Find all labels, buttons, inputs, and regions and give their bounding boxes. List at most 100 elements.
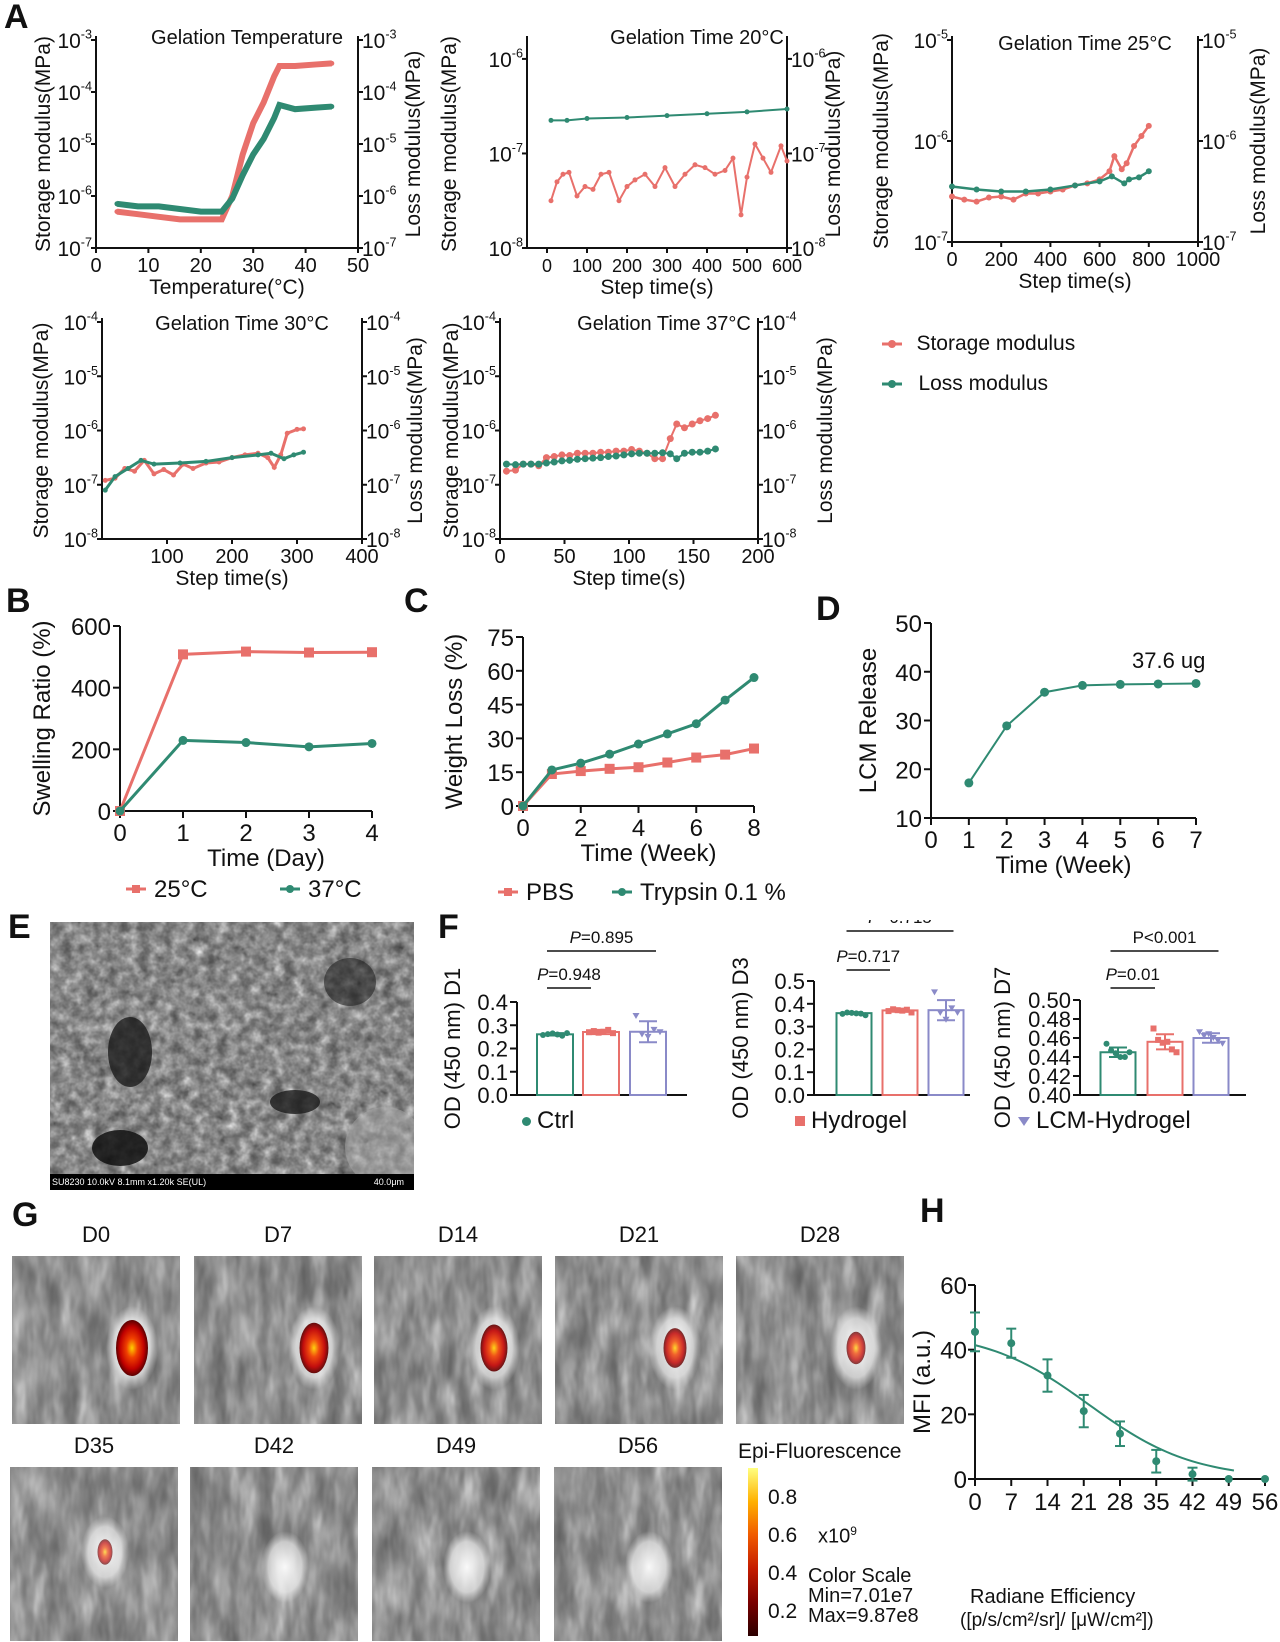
y-tick-label: 0 [98,799,111,826]
y2-tick-label: 10-7 [791,141,826,166]
data-point [250,151,256,157]
ivis-image-d49 [372,1467,540,1641]
x-axis-title: Time (Week) [995,852,1131,879]
data-point [1117,1054,1124,1060]
bar-hydrogel [881,1009,919,1096]
day-label-d49: D49 [435,1433,477,1458]
y-tick-label: 50 [895,611,922,638]
data-point [178,649,188,660]
y-tick-label: 60 [487,659,514,686]
data-point [688,448,696,456]
data-point [1173,1049,1180,1056]
y-axis-title: Storage modulus(MPa) [32,36,55,252]
data-point [547,765,557,775]
data-point [604,453,612,461]
data-point [848,1009,855,1016]
sem-info-bar: SU8230 10.0kV 8.1mm x1.20k SE(UL) 40.0μm [50,1174,414,1190]
data-point [1047,186,1054,193]
x-tick-label: 500 [732,256,762,276]
data-point [518,801,528,811]
x-tick-label: 14 [1034,1489,1061,1510]
data-point [241,738,251,748]
y-tick-label: 400 [71,676,111,703]
data-point [903,1006,910,1013]
data-point [268,450,274,456]
colorbar-tick-08: 0.8 [768,1486,798,1509]
y-axis-title: OD (450 nm) D7 [990,967,1015,1128]
panel-label-a: A [4,0,29,36]
data-point [605,1026,612,1033]
data-point [839,1010,846,1017]
p-value-label: P<0.001 [1133,928,1197,947]
bar-ctrl [536,1033,574,1096]
chart-gelation-time-30c: 10-8 10-8 10-7 10-7 10-6 10-6 10-5 10-5 10-4 10-4… [30,310,427,590]
data-point [1126,176,1133,183]
x-tick-label: 30 [242,255,264,277]
y-tick-label: 0.4 [477,990,508,1015]
data-point [862,1012,869,1019]
legend-marker [132,885,140,893]
data-point [135,211,141,217]
fit-curve [974,1344,1235,1472]
day-label-d7: D7 [263,1222,293,1247]
data-point [666,450,674,458]
panel-label-f: F [438,908,459,946]
data-point [1159,1039,1166,1046]
data-point [171,472,176,478]
x-axis-title: Step time(s) [1018,270,1131,293]
x-tick-label: 200 [741,546,774,568]
ivis-image-d7 [194,1256,362,1424]
annotation: 37.6 ug [1132,648,1205,673]
x-tick-label: 1 [176,820,189,847]
y2-tick-label: 10-8 [366,527,401,552]
x-tick-label: 400 [692,256,722,276]
data-point [634,739,643,749]
x-tick-label: 600 [772,256,802,276]
data-point [112,474,118,480]
y-tick-label: 0.3 [477,1013,508,1038]
y2-tick-label: 10-8 [791,236,826,261]
data-point [1209,1035,1217,1041]
data-point [752,141,758,147]
data-point [313,105,319,111]
y-tick-label: 0.3 [774,1015,805,1040]
data-point [738,212,744,218]
chart-title: Gelation Time 37°C [577,313,751,335]
data-point [581,455,589,463]
data-point [598,171,604,177]
data-point [784,158,790,164]
x-tick-label: 4 [1076,827,1089,854]
series-line [118,650,373,812]
data-point [1153,679,1163,689]
data-point [857,1010,864,1017]
x-tick-label: 3 [1038,827,1051,854]
x-tick-label: 0 [542,256,552,276]
data-point [564,117,570,123]
data-point [229,196,235,202]
series-line-storage [116,60,332,223]
y-tick-label: 0.0 [774,1083,805,1108]
y-tick-label: 10-8 [488,236,523,261]
chart-title: Gelation Time 30°C [155,313,329,335]
chart-gelation-time-37c: 10-8 10-8 10-7 10-7 10-6 10-6 10-5 10-5 10-4 10-4… [440,310,837,590]
p-value-label: P=0.895 [570,928,634,947]
x-tick-label: 1000 [1176,249,1221,271]
data-point [659,455,667,463]
x-tick-label: 4 [365,820,378,847]
x-axis-title: Temperature(°C) [149,276,304,299]
y2-tick-label: 10-5 [762,364,797,389]
series-line-loss [116,101,332,215]
x-tick-label: 400 [1034,249,1067,271]
legend-label: PBS [526,879,574,906]
data-point [712,171,718,177]
data-point [329,104,335,110]
data-point [604,763,615,774]
colorbar [748,1468,758,1636]
y-tick-label: 20 [895,757,922,784]
legend-marker [795,1116,805,1126]
colorbar-multiplier: x109 [818,1524,857,1549]
data-point [367,738,377,748]
data-point [1121,1054,1128,1060]
data-point [198,216,204,222]
panel-label-d: D [816,590,841,628]
